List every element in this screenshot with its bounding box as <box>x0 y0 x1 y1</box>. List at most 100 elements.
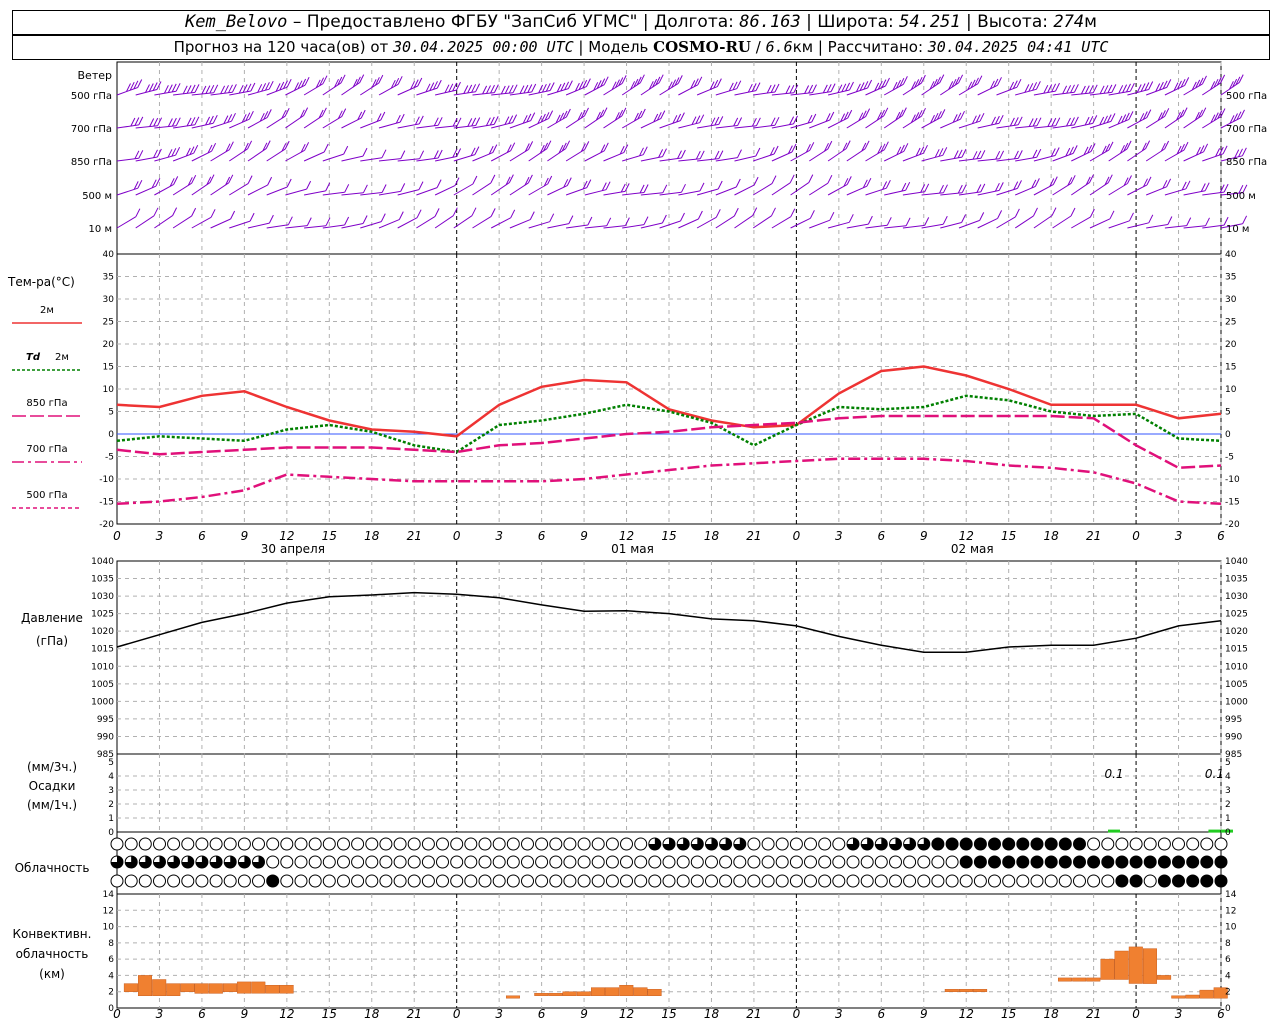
wind-barb-feather <box>419 150 425 159</box>
wind-barb-feather <box>874 82 880 92</box>
temp-tick-right: 20 <box>1225 340 1237 350</box>
conv-tick-left: 2 <box>108 988 114 998</box>
conv-bar-1 <box>137 975 152 997</box>
wind-barb-feather <box>662 184 668 194</box>
precip-unit-3h: (мм/3ч.) <box>27 760 77 774</box>
wind-barb-shaft <box>378 121 401 129</box>
wind-barb-feather <box>917 110 923 119</box>
conv-bar-7 <box>222 983 237 992</box>
wind-barb-feather <box>549 82 555 91</box>
wind-barb <box>1183 182 1210 196</box>
wind-barb-feather <box>1107 84 1113 94</box>
cloud-symbol <box>521 874 534 888</box>
wind-barb-feather <box>560 82 566 92</box>
wind-barb-shaft <box>958 219 980 229</box>
wind-barb-feather <box>138 150 144 159</box>
wind-barb-feather <box>545 83 551 92</box>
wind-barb-feather <box>275 83 281 92</box>
wind-barb-feather <box>639 74 645 83</box>
wind-barb <box>416 149 443 162</box>
precip-tick-right: 2 <box>1225 800 1231 810</box>
precip-tick-right: 3 <box>1225 786 1231 796</box>
wind-barb-feather <box>357 111 363 121</box>
cloud-symbol <box>393 874 407 888</box>
wind-barb-feather <box>1052 176 1058 185</box>
precip-tick-left: 3 <box>108 786 114 796</box>
wind-barb-feather <box>807 114 813 124</box>
hour-label-bottom: 18 <box>364 1007 380 1021</box>
wind-barb-feather <box>362 215 368 224</box>
cloud-symbol <box>223 837 237 851</box>
cloud-symbol <box>549 855 563 869</box>
wind-barb-feather <box>510 209 516 219</box>
cloud-symbol <box>577 837 591 851</box>
wind-barb <box>697 150 724 162</box>
temp-legend-label-2: 850 гПа <box>26 398 67 409</box>
wind-barb <box>191 174 215 196</box>
conv-tick-right: 12 <box>1225 906 1236 916</box>
wind-barb-feather <box>976 150 982 160</box>
wind-barb-feather <box>718 150 724 159</box>
wind-barb-feather <box>953 150 959 159</box>
wind-barb-feather <box>283 80 288 89</box>
wind-barb-feather <box>774 116 780 126</box>
wind-barb-feather <box>418 115 424 125</box>
wind-barb-feather <box>582 79 588 89</box>
cloud-symbol <box>351 874 365 888</box>
wind-barb <box>116 79 143 96</box>
computed-time: 30.04.2025 04:41 UTC <box>927 38 1109 56</box>
wind-barb <box>1164 180 1191 196</box>
cloud-symbol <box>789 874 803 888</box>
wind-barb-shaft <box>229 183 249 196</box>
wind-barb <box>285 217 312 229</box>
conv-title-2: облачность <box>16 947 89 961</box>
wind-barb-feather <box>1055 82 1060 92</box>
computed-label: | Рассчитано: <box>813 38 928 56</box>
wind-barb-feather <box>1179 109 1185 119</box>
hour-label-bottom: 9 <box>920 1007 928 1021</box>
conv-tick-right: 4 <box>1225 971 1231 981</box>
hour-label-top: 18 <box>364 529 380 543</box>
wind-barb-feather <box>399 113 405 123</box>
temp-legend-label-0: 2м <box>40 305 54 316</box>
cloud-symbol <box>563 855 577 869</box>
cloud-symbol <box>690 855 704 869</box>
wind-barb <box>640 214 667 229</box>
wind-barb-feather <box>1117 115 1123 125</box>
conv-bar-23 <box>959 989 974 992</box>
wind-barb <box>210 174 234 196</box>
wind-barb-feather <box>1092 84 1098 94</box>
cloud-symbol <box>634 855 648 869</box>
wind-barb-feather <box>156 148 162 158</box>
wind-barb-feather <box>300 143 306 153</box>
hour-label-bottom: 9 <box>241 1007 249 1021</box>
wind-barb <box>921 109 946 129</box>
wind-barb <box>584 217 612 229</box>
wind-barb <box>734 82 761 96</box>
wind-barb <box>621 108 646 129</box>
cloud-symbol-partial <box>139 856 152 868</box>
cloud-symbol-partial <box>719 838 732 850</box>
wind-barb-shaft <box>771 216 792 229</box>
wind-barb-feather <box>169 178 175 187</box>
wind-barb <box>1015 81 1041 96</box>
wind-barb-feather <box>789 84 795 94</box>
wind-barb-feather <box>903 143 909 152</box>
wind-barb <box>827 214 854 229</box>
cloud-symbol <box>959 874 973 888</box>
wind-barb-feather <box>257 84 263 93</box>
wind-barb-feather <box>400 183 406 192</box>
cloud-symbol <box>464 874 478 888</box>
wind-barb <box>378 113 405 129</box>
temp-tick-left: 30 <box>103 295 115 305</box>
wind-barb-feather <box>603 76 609 85</box>
wind-barb-feather <box>1177 80 1182 90</box>
temp-series-0 <box>116 365 1222 438</box>
wind-barb-feather <box>1242 215 1248 225</box>
wind-barb-feather <box>1083 146 1089 156</box>
wind-barb <box>135 177 161 196</box>
conv-tick-left: 8 <box>108 939 114 949</box>
cloud-symbol-partial <box>733 838 746 850</box>
wind-barb-feather <box>205 116 211 126</box>
